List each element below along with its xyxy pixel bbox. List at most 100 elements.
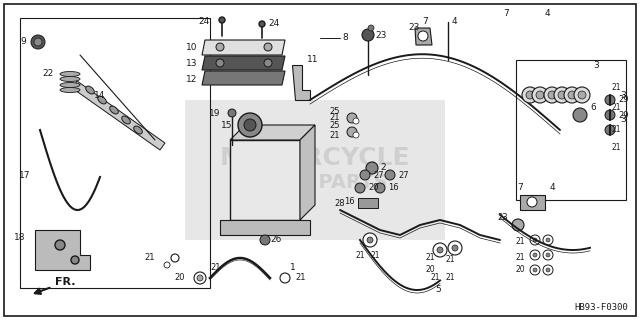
Text: 20: 20 — [425, 266, 435, 275]
Text: 16: 16 — [388, 183, 399, 193]
Text: 4: 4 — [549, 183, 555, 193]
Text: 21: 21 — [355, 251, 365, 260]
Text: 21: 21 — [612, 125, 621, 134]
Text: 13: 13 — [186, 59, 197, 68]
Circle shape — [360, 170, 370, 180]
Text: 21: 21 — [515, 252, 525, 261]
Ellipse shape — [60, 83, 80, 87]
Text: 16: 16 — [344, 197, 355, 206]
Circle shape — [544, 87, 560, 103]
Text: 21: 21 — [330, 131, 340, 140]
Circle shape — [533, 253, 537, 257]
Bar — [358, 198, 378, 208]
Text: 4: 4 — [452, 18, 458, 27]
Ellipse shape — [60, 71, 80, 76]
Circle shape — [546, 238, 550, 242]
Circle shape — [522, 87, 538, 103]
Text: 21: 21 — [210, 263, 221, 273]
Polygon shape — [292, 65, 310, 100]
Circle shape — [548, 91, 556, 99]
Ellipse shape — [98, 96, 106, 104]
Bar — [230, 140, 300, 220]
Circle shape — [264, 59, 272, 67]
Circle shape — [219, 17, 225, 23]
Circle shape — [532, 87, 548, 103]
Circle shape — [228, 109, 236, 117]
Circle shape — [34, 38, 42, 46]
Text: 26: 26 — [270, 236, 282, 244]
Text: 12: 12 — [186, 76, 197, 84]
Text: 21: 21 — [330, 114, 340, 123]
Circle shape — [605, 95, 615, 105]
Ellipse shape — [86, 86, 94, 94]
Circle shape — [55, 240, 65, 250]
Ellipse shape — [60, 87, 80, 92]
Text: 2: 2 — [380, 164, 386, 172]
Circle shape — [385, 170, 395, 180]
Text: 20: 20 — [175, 274, 185, 283]
Circle shape — [533, 268, 537, 272]
Circle shape — [512, 219, 524, 231]
Circle shape — [554, 87, 570, 103]
Circle shape — [526, 91, 534, 99]
Text: 20: 20 — [368, 183, 378, 193]
Text: 21: 21 — [371, 251, 380, 260]
Circle shape — [536, 91, 544, 99]
Circle shape — [527, 197, 537, 207]
Circle shape — [197, 275, 203, 281]
Circle shape — [238, 113, 262, 137]
Circle shape — [362, 29, 374, 41]
Circle shape — [244, 119, 256, 131]
Circle shape — [574, 87, 590, 103]
Circle shape — [543, 265, 553, 275]
Circle shape — [448, 241, 462, 255]
Polygon shape — [202, 71, 285, 85]
Circle shape — [418, 31, 428, 41]
Circle shape — [164, 262, 170, 268]
Circle shape — [216, 43, 224, 51]
Circle shape — [367, 237, 373, 243]
Circle shape — [368, 25, 374, 31]
Circle shape — [573, 108, 587, 122]
Circle shape — [353, 132, 359, 138]
Circle shape — [71, 256, 79, 264]
Text: 23: 23 — [375, 30, 387, 39]
Circle shape — [530, 265, 540, 275]
Circle shape — [605, 125, 615, 135]
Circle shape — [437, 247, 443, 253]
Polygon shape — [35, 230, 90, 270]
Text: 29: 29 — [618, 95, 628, 105]
Text: 23: 23 — [497, 213, 508, 222]
Text: 4: 4 — [544, 10, 550, 19]
Circle shape — [543, 235, 553, 245]
Polygon shape — [300, 125, 315, 220]
Ellipse shape — [134, 126, 142, 134]
Text: 24: 24 — [199, 18, 210, 27]
Text: 21: 21 — [425, 253, 435, 262]
Circle shape — [433, 243, 447, 257]
Text: 29: 29 — [618, 110, 628, 119]
Circle shape — [280, 273, 290, 283]
Circle shape — [558, 91, 566, 99]
Circle shape — [564, 87, 580, 103]
Circle shape — [530, 250, 540, 260]
Text: 20: 20 — [515, 266, 525, 275]
Circle shape — [363, 233, 377, 247]
Circle shape — [546, 268, 550, 272]
Text: 15: 15 — [221, 121, 232, 130]
Text: 22: 22 — [43, 69, 54, 78]
Text: 3: 3 — [620, 91, 626, 100]
Text: 17: 17 — [19, 171, 30, 180]
Circle shape — [347, 127, 357, 137]
Text: 21: 21 — [515, 237, 525, 246]
Text: 9: 9 — [20, 37, 26, 46]
Text: 7: 7 — [422, 18, 428, 27]
Circle shape — [347, 113, 357, 123]
Circle shape — [31, 35, 45, 49]
Text: 18: 18 — [13, 234, 25, 243]
Circle shape — [546, 253, 550, 257]
Ellipse shape — [109, 106, 118, 114]
Text: 21: 21 — [612, 103, 621, 113]
Circle shape — [533, 238, 537, 242]
Circle shape — [216, 59, 224, 67]
